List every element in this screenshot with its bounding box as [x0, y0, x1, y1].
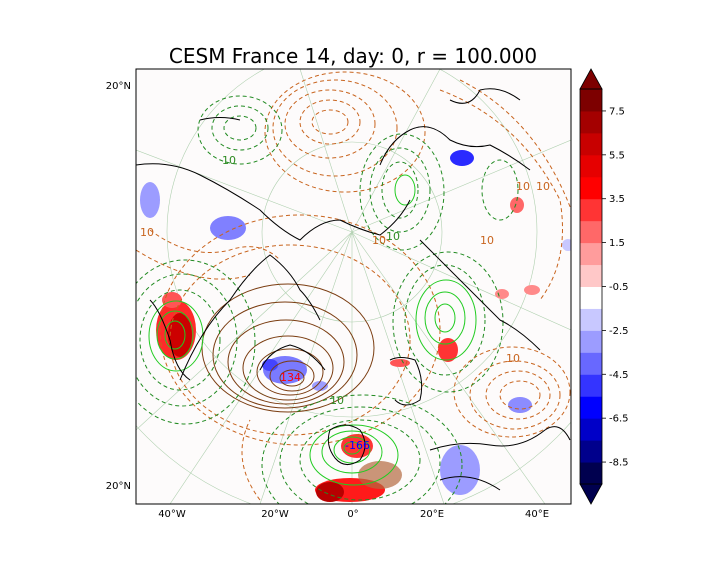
contour-label: 10 — [536, 180, 550, 193]
lon-tick-label: 40°W — [158, 509, 186, 520]
colorbar-tick-label: -6.5 — [609, 414, 629, 425]
contour-label: 10 — [330, 394, 344, 407]
colorbar-band — [580, 264, 602, 287]
colorbar-tick-label: 1.5 — [609, 238, 625, 249]
contour-labels: 10 10 10 10 10 10 10 10 10 134 -166 — [140, 154, 550, 452]
lon-tick-label: 40°E — [525, 509, 549, 520]
colorbar-band — [580, 198, 602, 222]
colorbar-extend-max — [579, 68, 603, 90]
colorbar-band — [580, 330, 602, 353]
lon-tick-label: 20°E — [420, 509, 444, 520]
colorbar-band — [580, 418, 602, 441]
colorbar-band — [580, 440, 602, 463]
lat-tick-label: 20°N — [106, 481, 131, 492]
colorbar: 7.5 5.5 3.5 1.5 -0.5 -2.5 -4.5 -6.5 -8.5 — [579, 68, 629, 505]
coastlines — [136, 88, 571, 491]
colorbar-band — [580, 110, 602, 134]
colorbar-tick-label: 7.5 — [609, 106, 625, 117]
lon-tick-label: 20°W — [261, 509, 289, 520]
contours-green-solid — [148, 174, 477, 486]
colorbar-tick-label: -4.5 — [609, 370, 629, 381]
contours-brown-solid — [201, 283, 375, 413]
colorbar-tick-label: 3.5 — [609, 194, 625, 205]
axis-ticks: 20°N 20°N 40°W 20°W 0° 20°E 40°E — [106, 81, 549, 520]
contour-label: 10 — [222, 154, 236, 167]
colorbar-band — [580, 242, 602, 266]
colorbar-band — [580, 286, 602, 309]
colorbar-band — [580, 396, 602, 419]
colorbar-band — [580, 352, 602, 375]
colorbar-tick-label: -2.5 — [609, 326, 629, 337]
colorbar-band — [580, 89, 602, 112]
contour-label: 10 — [386, 230, 400, 243]
colorbar-tick-label: -0.5 — [609, 282, 629, 293]
colorbar-tick-label: -8.5 — [609, 458, 629, 469]
colorbar-band — [580, 220, 602, 244]
map-frame — [135, 68, 572, 505]
contour-label: 10 — [516, 180, 530, 193]
chart-title: CESM France 14, day: 0, r = 100.000 — [169, 44, 537, 68]
graticule — [136, 69, 571, 504]
map-area: 10 10 10 10 10 10 10 10 10 134 -166 — [136, 69, 571, 504]
colorbar-band — [580, 308, 602, 331]
colorbar-band — [580, 462, 602, 485]
contour-label: 10 — [506, 352, 520, 365]
contour-label: 10 — [140, 226, 154, 239]
colorbar-band — [580, 374, 602, 397]
colorbar-band — [580, 176, 602, 200]
contour-label: 10 — [480, 234, 494, 247]
extremum-label: -166 — [345, 439, 370, 452]
colorbar-band — [580, 154, 602, 178]
colorbar-extend-min — [579, 483, 603, 505]
contour-label: 10 — [372, 234, 386, 247]
lat-tick-label: 20°N — [106, 81, 131, 92]
shaded-anomalies — [140, 150, 571, 502]
lon-tick-label: 0° — [347, 509, 358, 520]
extremum-label: 134 — [280, 371, 301, 384]
colorbar-band — [580, 132, 602, 156]
colorbar-tick-label: 5.5 — [609, 150, 625, 161]
